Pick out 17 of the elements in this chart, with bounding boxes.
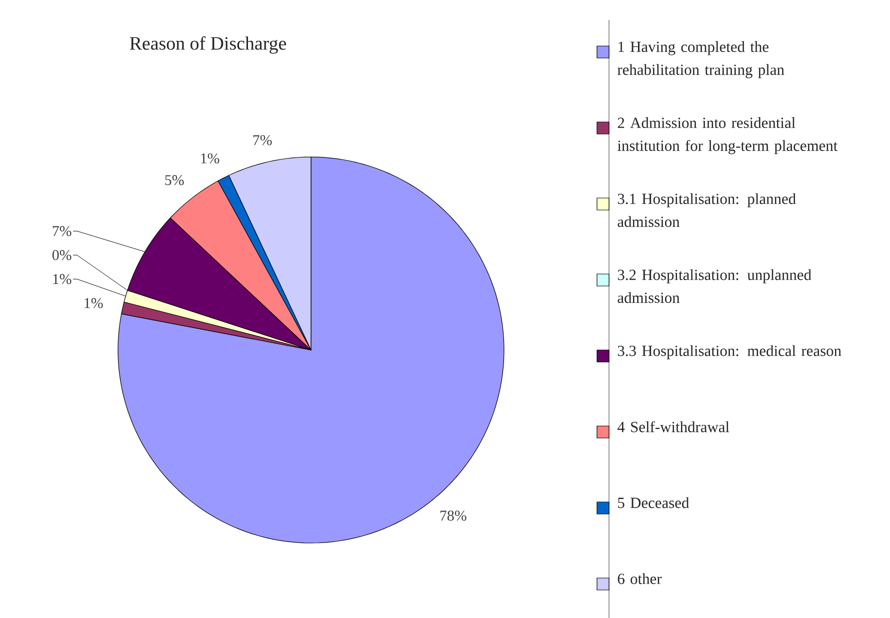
legend-label: 2 Admission into residential institution for long-term placement: [618, 117, 838, 154]
data-label: 7%: [253, 135, 272, 146]
data-label: 5%: [165, 175, 184, 186]
data-label: 1%: [84, 298, 103, 308]
legend-label: 3.3 Hospitalisation: medical reason: [618, 345, 842, 360]
data-label: 1%: [201, 153, 220, 164]
legend-label: 3.1 Hospitalisation: planned admission: [618, 193, 796, 227]
legend-label: 1 Having completed the rehabilitation training plan: [618, 41, 784, 78]
legend-label: 4 Self-withdrawal: [618, 421, 730, 432]
legend-label: 3.2 Hospitalisation: unplanned admission: [618, 269, 812, 303]
chart-title: Reason of Discharge: [130, 36, 286, 54]
data-label: 78%: [440, 510, 466, 521]
data-label: 1%: [53, 274, 72, 284]
legend-label: 6 other: [618, 573, 662, 584]
data-label: 7%: [52, 226, 72, 236]
legend-label: 5 Deceased: [618, 497, 690, 508]
text: 0%: [52, 250, 72, 260]
